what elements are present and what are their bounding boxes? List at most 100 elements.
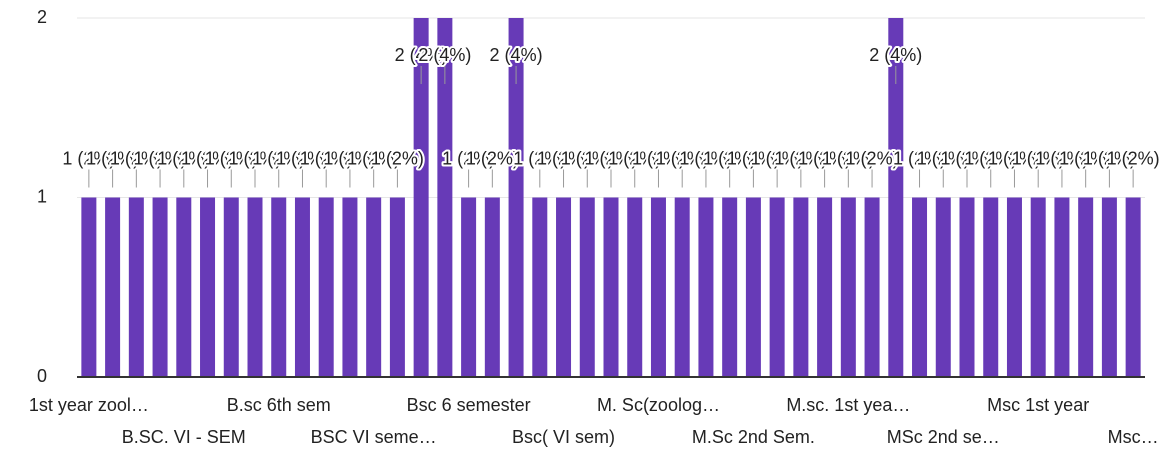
bar — [864, 197, 880, 377]
bar — [223, 197, 239, 377]
x-tick-label: M.Sc 2nd Sem. — [692, 427, 815, 447]
bar — [318, 197, 334, 377]
value-label: 1 (2%) — [940, 148, 993, 168]
value-label: 2 (4%) — [869, 45, 922, 65]
x-tick-label: M. Sc(zoolog… — [597, 395, 720, 415]
x-tick-label: Bsc( VI sem) — [512, 427, 615, 447]
bar — [1078, 197, 1094, 377]
value-label: 1 (2%) — [561, 148, 614, 168]
value-label: 1 (2%) — [228, 148, 281, 168]
bar — [247, 197, 263, 377]
value-label: 1 (2%) — [1012, 148, 1065, 168]
bar — [1030, 197, 1046, 377]
bar — [722, 197, 738, 377]
value-label: 1 (2%) — [917, 148, 970, 168]
value-label: 1 (2%) — [703, 148, 756, 168]
value-label: 1 (2%) — [656, 148, 709, 168]
x-tick-label: B.SC. VI - SEM — [122, 427, 246, 447]
value-label: 1 (2%) — [1107, 148, 1160, 168]
value-label: 1 (2%) — [798, 148, 851, 168]
bar — [674, 197, 690, 377]
bar — [105, 197, 121, 377]
value-label: 1 (2%) — [276, 148, 329, 168]
x-tick-label: Msc 1st year — [987, 395, 1089, 415]
bar — [627, 197, 643, 377]
bar — [1006, 197, 1022, 377]
bar — [935, 197, 951, 377]
value-label: 2 (4%) — [418, 45, 471, 65]
bar — [389, 197, 405, 377]
value-label: 1 (2%) — [727, 148, 780, 168]
value-label: 1 (2%) — [371, 148, 424, 168]
bar — [983, 197, 999, 377]
bar — [1125, 197, 1141, 377]
value-label: 2 (4%) — [395, 45, 448, 65]
bar — [1101, 197, 1117, 377]
bar — [912, 197, 928, 377]
y-tick-label: 2 — [37, 7, 47, 27]
bar — [152, 197, 168, 377]
bar — [294, 197, 310, 377]
bar — [579, 197, 595, 377]
bar — [366, 197, 382, 377]
bar — [437, 18, 453, 377]
x-tick-label: Msc… — [1108, 427, 1159, 447]
value-label: 1 (2%) — [62, 148, 115, 168]
y-tick-label: 0 — [37, 366, 47, 386]
bar — [484, 197, 500, 377]
value-label: 1 (2%) — [751, 148, 804, 168]
x-tick-label: 1st year zool… — [29, 395, 149, 415]
value-label: 1 (2%) — [679, 148, 732, 168]
value-label: 1 (2%) — [205, 148, 258, 168]
y-tick-label: 1 — [37, 186, 47, 206]
bar — [461, 197, 477, 377]
value-label: 1 (2%) — [347, 148, 400, 168]
bar — [342, 197, 358, 377]
bar — [81, 197, 97, 377]
value-label: 1 (2%) — [774, 148, 827, 168]
value-label: 1 (2%) — [157, 148, 210, 168]
value-label: 1 (2%) — [1059, 148, 1112, 168]
bar — [650, 197, 666, 377]
bar — [508, 18, 524, 377]
x-tick-label: B.sc 6th sem — [227, 395, 331, 415]
value-label: 1 (2%) — [632, 148, 685, 168]
bar — [532, 197, 548, 377]
x-tick-label: BSC VI seme… — [311, 427, 437, 447]
bar — [128, 197, 144, 377]
value-label: 1 (2%) — [1035, 148, 1088, 168]
value-label: 1 (2%) — [134, 148, 187, 168]
value-label: 1 (2%) — [893, 148, 946, 168]
value-label: 1 (2%) — [964, 148, 1017, 168]
value-label: 1 (2%) — [252, 148, 305, 168]
bar — [817, 197, 833, 377]
bar — [413, 18, 429, 377]
value-label: 1 (2%) — [110, 148, 163, 168]
bar — [176, 197, 192, 377]
bar — [793, 197, 809, 377]
value-label: 1 (2%) — [442, 148, 495, 168]
bar — [603, 197, 619, 377]
value-label: 1 (2%) — [537, 148, 590, 168]
x-tick-label: MSc 2nd se… — [887, 427, 1000, 447]
bar — [888, 18, 904, 377]
value-label: 1 (2%) — [988, 148, 1041, 168]
x-tick-label: Bsc 6 semester — [407, 395, 531, 415]
value-label: 1 (2%) — [181, 148, 234, 168]
bar — [271, 197, 287, 377]
value-label: 1 (2%) — [513, 148, 566, 168]
value-label: 1 (2%) — [1083, 148, 1136, 168]
bar — [959, 197, 975, 377]
value-label: 1 (2%) — [466, 148, 519, 168]
value-label: 1 (2%) — [846, 148, 899, 168]
x-tick-label: M.sc. 1st yea… — [786, 395, 910, 415]
value-label: 1 (2%) — [584, 148, 637, 168]
value-label: 1 (2%) — [608, 148, 661, 168]
value-label: 1 (2%) — [300, 148, 353, 168]
value-label: 1 (2%) — [323, 148, 376, 168]
bar — [769, 197, 785, 377]
value-label: 2 (4%) — [490, 45, 543, 65]
bar — [1054, 197, 1070, 377]
bar — [556, 197, 572, 377]
